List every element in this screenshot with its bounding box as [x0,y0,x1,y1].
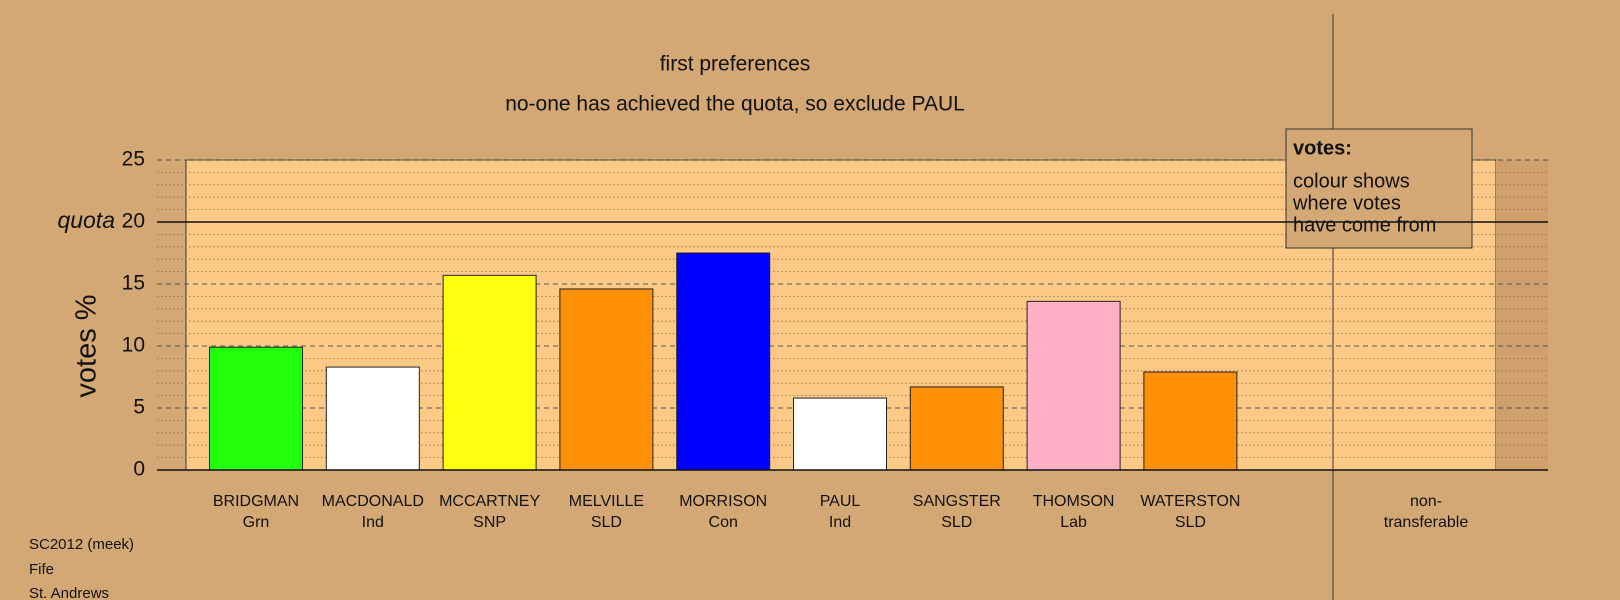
y-tick-label: 25 [122,148,145,171]
legend-text: have come from [1293,214,1436,236]
chart-title: first preferences [660,53,811,76]
x-tick-sublabel: SLD [591,514,622,531]
x-tick-label: transferable [1384,514,1469,531]
x-tick-sublabel: SLD [1175,514,1206,531]
bar [676,252,771,471]
legend-box [1285,128,1473,249]
bar [325,366,420,471]
y-axis-label: votes % [71,294,103,397]
x-tick-label: non- [1410,493,1442,510]
footer-text: St. Andrews [29,585,109,600]
x-tick-sublabel: Con [709,514,738,531]
footer-text: Fife [29,561,54,578]
x-tick-label: MCCARTNEY [439,493,540,510]
y-tick-label: 0 [133,458,145,481]
x-tick-label: THOMSON [1033,493,1115,510]
legend-text: colour shows [1293,170,1410,192]
y-tick-label: 20 [122,210,145,233]
plot-margin [1496,160,1548,470]
y-tick-label: 5 [133,396,145,419]
legend-title: votes: [1293,137,1352,159]
bar [559,288,654,471]
bar [442,274,537,471]
bar [909,386,1004,471]
bar [209,346,303,471]
legend-text: where votes [1292,192,1401,214]
x-tick-label: PAUL [820,493,861,510]
bars [209,252,1238,471]
x-tick-label: MACDONALD [322,493,424,510]
x-tick-label: SANGSTER [913,493,1001,510]
x-tick-sublabel: SNP [473,514,506,531]
chart-subtitle: no-one has achieved the quota, so exclud… [505,93,965,116]
quota-label: quota [57,207,115,233]
x-tick-label: MORRISON [679,493,767,510]
x-tick-sublabel: Ind [829,514,851,531]
bar [1143,371,1238,471]
x-tick-sublabel: Grn [243,514,270,531]
x-tick-sublabel: Lab [1060,514,1087,531]
bar [1026,300,1121,471]
x-tick-label: BRIDGMAN [213,493,299,510]
footer-text: SC2012 (meek) [29,536,134,553]
x-tick-sublabel: SLD [941,514,972,531]
bar [793,397,887,471]
y-tick-label: 10 [122,334,145,357]
x-tick-sublabel: Ind [362,514,384,531]
x-tick-label: MELVILLE [569,493,644,510]
y-tick-label: 15 [122,272,145,295]
x-tick-label: WATERSTON [1140,493,1240,510]
